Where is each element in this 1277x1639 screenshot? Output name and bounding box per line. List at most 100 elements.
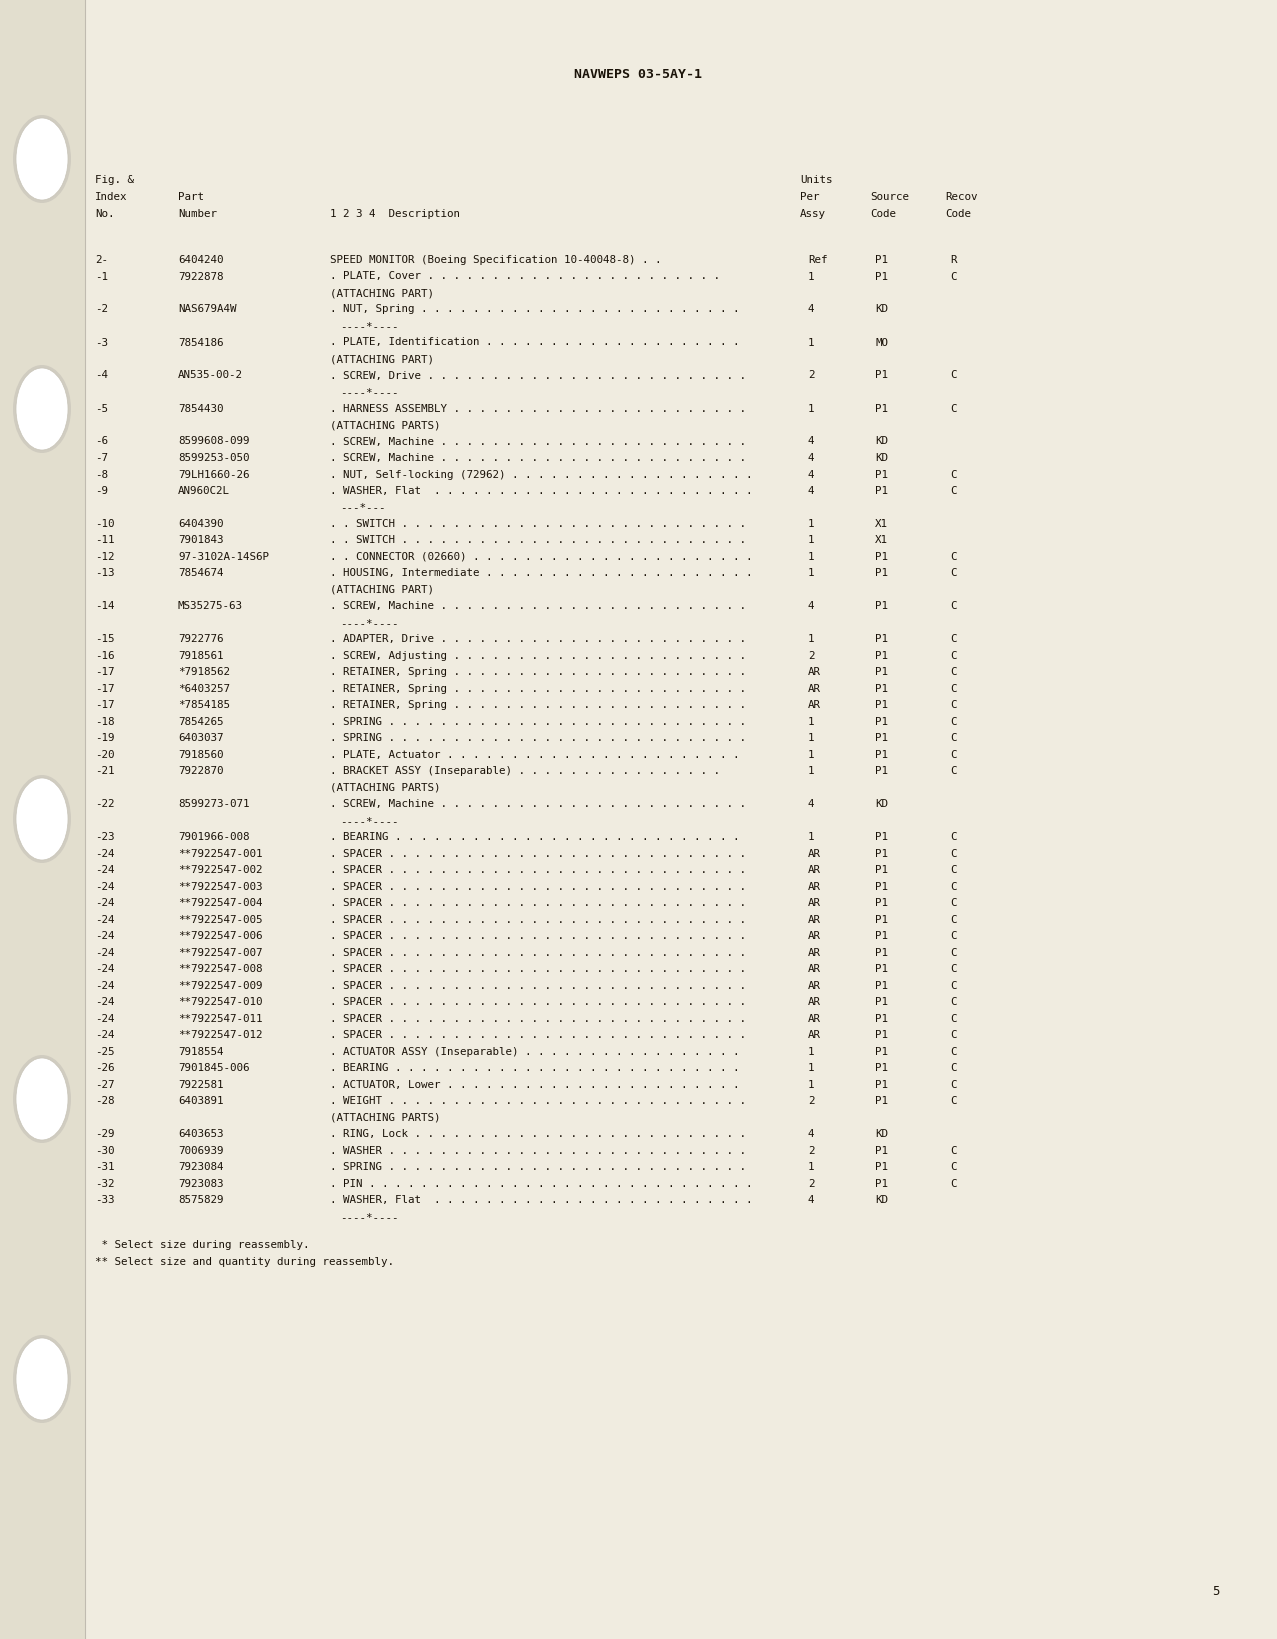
Text: AR: AR — [808, 849, 821, 859]
Text: P1: P1 — [875, 1029, 888, 1039]
Text: . SPRING . . . . . . . . . . . . . . . . . . . . . . . . . . . .: . SPRING . . . . . . . . . . . . . . . .… — [329, 1162, 746, 1172]
Text: . WASHER . . . . . . . . . . . . . . . . . . . . . . . . . . . .: . WASHER . . . . . . . . . . . . . . . .… — [329, 1146, 746, 1155]
Text: . SPACER . . . . . . . . . . . . . . . . . . . . . . . . . . . .: . SPACER . . . . . . . . . . . . . . . .… — [329, 882, 746, 892]
Text: 97-3102A-14S6P: 97-3102A-14S6P — [178, 552, 269, 562]
Text: 6403037: 6403037 — [178, 733, 223, 742]
Ellipse shape — [13, 365, 72, 454]
Text: 1: 1 — [808, 518, 815, 529]
Text: Per: Per — [799, 192, 820, 202]
Text: 8599273-071: 8599273-071 — [178, 798, 249, 810]
Text: P1: P1 — [875, 997, 888, 1006]
Text: P1: P1 — [875, 1046, 888, 1057]
Text: P1: P1 — [875, 947, 888, 957]
Text: AN535-00-2: AN535-00-2 — [178, 370, 243, 380]
Text: C: C — [950, 716, 956, 726]
Text: *7854185: *7854185 — [178, 700, 230, 710]
Text: AN960C2L: AN960C2L — [178, 485, 230, 495]
Ellipse shape — [17, 120, 68, 202]
Text: 1: 1 — [808, 765, 815, 775]
Text: NAS679A4W: NAS679A4W — [178, 305, 236, 315]
Text: . SPACER . . . . . . . . . . . . . . . . . . . . . . . . . . . .: . SPACER . . . . . . . . . . . . . . . .… — [329, 964, 746, 974]
Text: P1: P1 — [875, 403, 888, 413]
Text: 4: 4 — [808, 1129, 815, 1139]
Text: Recov: Recov — [945, 192, 977, 202]
Text: . BRACKET ASSY (Inseparable) . . . . . . . . . . . . . . . .: . BRACKET ASSY (Inseparable) . . . . . .… — [329, 765, 720, 775]
Text: AR: AR — [808, 1029, 821, 1039]
Text: . NUT, Spring . . . . . . . . . . . . . . . . . . . . . . . . .: . NUT, Spring . . . . . . . . . . . . . … — [329, 305, 739, 315]
Text: P1: P1 — [875, 602, 888, 611]
Text: 1: 1 — [808, 1046, 815, 1057]
Text: C: C — [950, 1046, 956, 1057]
Text: **7922547-007: **7922547-007 — [178, 947, 263, 957]
Text: 1: 1 — [808, 536, 815, 546]
Text: 4: 4 — [808, 602, 815, 611]
Text: Source: Source — [870, 192, 909, 202]
Text: 7923084: 7923084 — [178, 1162, 223, 1172]
Text: P1: P1 — [875, 865, 888, 875]
Text: 2: 2 — [808, 1146, 815, 1155]
Text: ----*----: ----*---- — [340, 816, 398, 826]
Text: -24: -24 — [94, 947, 115, 957]
Text: -28: -28 — [94, 1096, 115, 1106]
Ellipse shape — [17, 1337, 68, 1419]
Text: . ACTUATOR, Lower . . . . . . . . . . . . . . . . . . . . . . .: . ACTUATOR, Lower . . . . . . . . . . . … — [329, 1080, 739, 1090]
Text: 6404240: 6404240 — [178, 254, 223, 266]
Text: KD: KD — [875, 452, 888, 462]
Text: AR: AR — [808, 997, 821, 1006]
Text: KD: KD — [875, 1129, 888, 1139]
Text: -24: -24 — [94, 898, 115, 908]
Text: (ATTACHING PARTS): (ATTACHING PARTS) — [329, 1113, 441, 1123]
Text: . RETAINER, Spring . . . . . . . . . . . . . . . . . . . . . . .: . RETAINER, Spring . . . . . . . . . . .… — [329, 700, 746, 710]
Text: -30: -30 — [94, 1146, 115, 1155]
Text: 4: 4 — [808, 798, 815, 810]
Text: -24: -24 — [94, 964, 115, 974]
Text: -7: -7 — [94, 452, 109, 462]
Text: Code: Code — [945, 208, 971, 220]
Text: C: C — [950, 882, 956, 892]
Text: P1: P1 — [875, 667, 888, 677]
Text: . SPACER . . . . . . . . . . . . . . . . . . . . . . . . . . . .: . SPACER . . . . . . . . . . . . . . . .… — [329, 898, 746, 908]
Text: 7854265: 7854265 — [178, 716, 223, 726]
Text: -17: -17 — [94, 667, 115, 677]
Text: P1: P1 — [875, 469, 888, 479]
Text: -15: -15 — [94, 634, 115, 644]
Text: . . CONNECTOR (02660) . . . . . . . . . . . . . . . . . . . . . .: . . CONNECTOR (02660) . . . . . . . . . … — [329, 552, 752, 562]
Text: C: C — [950, 749, 956, 759]
Text: P1: P1 — [875, 898, 888, 908]
Text: . HARNESS ASSEMBLY . . . . . . . . . . . . . . . . . . . . . . .: . HARNESS ASSEMBLY . . . . . . . . . . .… — [329, 403, 746, 413]
Text: **7922547-010: **7922547-010 — [178, 997, 263, 1006]
Text: -18: -18 — [94, 716, 115, 726]
Text: P1: P1 — [875, 485, 888, 495]
Text: 1: 1 — [808, 716, 815, 726]
Text: 2-: 2- — [94, 254, 109, 266]
Text: R: R — [950, 254, 956, 266]
Text: C: C — [950, 915, 956, 924]
Text: . . SWITCH . . . . . . . . . . . . . . . . . . . . . . . . . . .: . . SWITCH . . . . . . . . . . . . . . .… — [329, 518, 746, 529]
Text: C: C — [950, 1080, 956, 1090]
Text: C: C — [950, 485, 956, 495]
Text: P1: P1 — [875, 1080, 888, 1090]
Text: AR: AR — [808, 980, 821, 990]
Text: . ADAPTER, Drive . . . . . . . . . . . . . . . . . . . . . . . .: . ADAPTER, Drive . . . . . . . . . . . .… — [329, 634, 746, 644]
Text: AR: AR — [808, 964, 821, 974]
Text: C: C — [950, 683, 956, 693]
Text: . WASHER, Flat  . . . . . . . . . . . . . . . . . . . . . . . . .: . WASHER, Flat . . . . . . . . . . . . .… — [329, 485, 752, 495]
Text: -9: -9 — [94, 485, 109, 495]
Ellipse shape — [13, 116, 72, 203]
Text: -12: -12 — [94, 552, 115, 562]
Text: 8599608-099: 8599608-099 — [178, 436, 249, 446]
Text: 6403891: 6403891 — [178, 1096, 223, 1106]
Text: SPEED MONITOR (Boeing Specification 10-40048-8) . .: SPEED MONITOR (Boeing Specification 10-4… — [329, 254, 661, 266]
Text: 4: 4 — [808, 469, 815, 479]
Text: 7918554: 7918554 — [178, 1046, 223, 1057]
Bar — [0, 0, 86, 1639]
Text: P1: P1 — [875, 1146, 888, 1155]
Text: . HOUSING, Intermediate . . . . . . . . . . . . . . . . . . . . .: . HOUSING, Intermediate . . . . . . . . … — [329, 569, 752, 579]
Text: -1: -1 — [94, 272, 109, 282]
Text: 2: 2 — [808, 370, 815, 380]
Text: 7006939: 7006939 — [178, 1146, 223, 1155]
Text: 1: 1 — [808, 569, 815, 579]
Text: . SCREW, Adjusting . . . . . . . . . . . . . . . . . . . . . . .: . SCREW, Adjusting . . . . . . . . . . .… — [329, 651, 746, 661]
Text: C: C — [950, 403, 956, 413]
Text: -24: -24 — [94, 882, 115, 892]
